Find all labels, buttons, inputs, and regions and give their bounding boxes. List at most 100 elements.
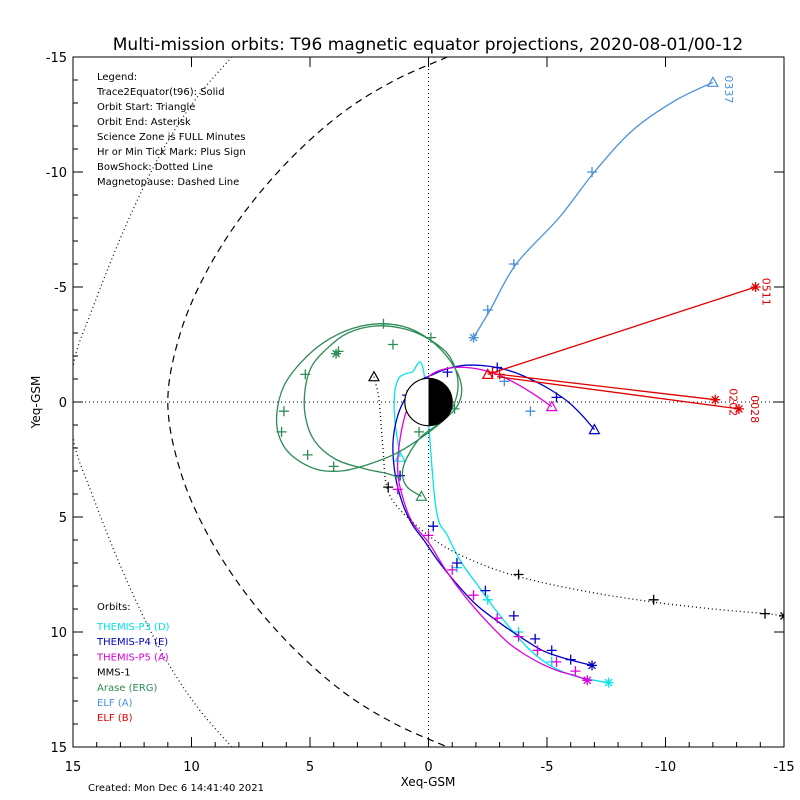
elf-b-label: 0028	[748, 395, 761, 423]
tick-mark-arase-erg	[328, 461, 339, 472]
legend-entry: Arase (ERG)	[97, 683, 158, 694]
elf-b-label: 0511	[760, 278, 773, 306]
y-tick-label: 10	[50, 626, 67, 641]
tick-mark-arase-erg	[378, 318, 389, 329]
bowshock-line	[73, 57, 233, 747]
end-marker-elf-b	[733, 403, 744, 414]
tick-mark-themis-p4-e	[565, 654, 576, 665]
tick-mark-themis-p3-d	[482, 594, 493, 605]
tick-mark-arase-erg	[387, 339, 398, 350]
tick-mark-themis-p5-a	[468, 590, 479, 601]
tick-mark-arase-erg	[300, 369, 311, 380]
y-tick-label: 15	[50, 741, 67, 756]
tick-mark-themis-p4-e	[451, 558, 462, 568]
footer-created: Created: Mon Dec 6 14:41:40 2021	[88, 783, 264, 794]
legend-note: Science Zone is FULL Minutes	[97, 132, 246, 143]
orbits-legend: THEMIS-P3 (D) THEMIS-P4 (E) THEMIS-P5 (A) M…	[96, 622, 170, 724]
y-tick-label: 5	[59, 511, 67, 526]
tick-mark-elf-a	[525, 406, 536, 417]
tick-mark-themis-p4-e	[530, 633, 541, 644]
x-axis-label: Xeq-GSM	[401, 775, 456, 789]
tick-mark-themis-p4-e	[508, 610, 519, 621]
tick-mark-themis-p5-a	[570, 666, 581, 677]
tick-mark-themis-p4-e	[428, 521, 439, 532]
magnetopause-line	[167, 57, 448, 747]
legend-entry: ELF (B)	[97, 713, 133, 724]
end-marker-themis-p3-d	[603, 677, 614, 688]
orbit-elf-b	[487, 286, 756, 376]
axis-layer: 15 10 5 0 -5 -10 -15 -15 -10 -5 0 5 10 15	[46, 51, 795, 775]
legend-entry: THEMIS-P5 (A)	[96, 652, 169, 663]
tick-mark-themis-p4-e	[480, 585, 491, 596]
end-marker-elf-b	[710, 394, 721, 405]
tick-mark-arase-erg	[278, 406, 289, 417]
tick-mark-elf-b	[494, 369, 505, 380]
y-tick-label: -15	[46, 51, 67, 66]
start-marker-elf-b	[481, 368, 494, 379]
orbit-themis-p3-d	[393, 361, 609, 684]
legend-note: Orbit Start: Triangle	[97, 102, 195, 113]
legend-note: Legend:	[97, 72, 137, 83]
end-marker-elf-a	[468, 332, 479, 343]
x-tick-label: -15	[773, 760, 794, 775]
start-marker-arase-erg	[415, 490, 428, 501]
tick-mark-themis-p5-a	[492, 613, 503, 624]
legend-entry: THEMIS-P3 (D)	[96, 622, 170, 633]
orbit-arase-erg	[275, 323, 463, 497]
orbit-elf-b-pass	[499, 373, 716, 401]
y-tick-label: -10	[46, 166, 67, 181]
tick-mark-arase-erg	[302, 449, 313, 460]
orbit-elf-b-pass	[497, 376, 740, 410]
tick-mark-themis-p5-a	[513, 631, 524, 642]
start-marker-mms-1	[367, 370, 381, 382]
x-tick-label: 15	[65, 760, 82, 775]
tick-mark-elf-a	[587, 167, 598, 177]
tick-mark-themis-p4-e	[395, 470, 406, 481]
x-tick-label: -10	[655, 760, 676, 775]
legend-note: Trace2Equator(t96): Solid	[96, 87, 225, 98]
legend-note: BowShock: Dotted Line	[97, 162, 213, 173]
tick-mark-elf-a	[482, 305, 493, 315]
tick-mark-arase-erg	[425, 332, 436, 343]
start-marker-elf-a	[706, 76, 719, 87]
end-marker-elf-b	[750, 282, 761, 292]
tick-mark-themis-p5-a	[392, 484, 403, 495]
x-tick-label: -5	[541, 760, 554, 775]
tick-mark-themis-p5-a	[551, 656, 562, 667]
y-tick-label: 0	[59, 396, 67, 411]
tick-mark-arase-erg	[414, 426, 425, 437]
start-marker-themis-p4-e	[588, 423, 601, 435]
end-marker-arase-erg	[331, 348, 342, 359]
orbits-header: Orbits:	[97, 602, 131, 613]
elf-b-label: 0202	[726, 388, 739, 416]
tick-mark-themis-p4-e	[546, 645, 557, 656]
tick-mark-mms-1	[383, 482, 394, 493]
orbit-themis-p5-a	[396, 366, 588, 681]
legend-entry: THEMIS-P4 (E)	[96, 637, 168, 648]
tick-mark-themis-p4-e	[551, 392, 562, 403]
x-tick-label: 10	[183, 760, 200, 775]
orbit-mms-1	[373, 376, 784, 617]
y-tick-label: -5	[54, 281, 67, 296]
x-tick-label: 0	[424, 760, 432, 775]
tick-mark-mms-1	[760, 608, 771, 619]
legend-note: Hr or Min Tick Mark: Plus Sign	[97, 147, 246, 158]
tick-mark-themis-p5-a	[447, 564, 458, 575]
tick-mark-mms-1	[513, 569, 524, 580]
legend-note: Orbit End: Asterisk	[97, 117, 191, 128]
orbit-elf-a	[472, 81, 714, 338]
end-marker-themis-p4-e	[587, 660, 598, 671]
legend-note: Magnetopause: Dashed Line	[97, 177, 239, 188]
x-tick-label: 5	[306, 760, 314, 775]
legend-entry: MMS-1	[97, 668, 131, 679]
tick-mark-mms-1	[648, 594, 659, 605]
chart-title: Multi-mission orbits: T96 magnetic equat…	[113, 35, 744, 55]
tick-mark-elf-a	[508, 259, 519, 269]
series-layer: 0337 0511 0202 0028	[73, 57, 784, 747]
legend-notes: Legend: Trace2Equator(t96): Solid Orbit St…	[96, 72, 246, 188]
y-axis-label: Yeq-GSM	[29, 376, 43, 430]
tick-mark-arase-erg	[276, 426, 287, 437]
tick-mark-themis-p5-a	[532, 645, 543, 656]
